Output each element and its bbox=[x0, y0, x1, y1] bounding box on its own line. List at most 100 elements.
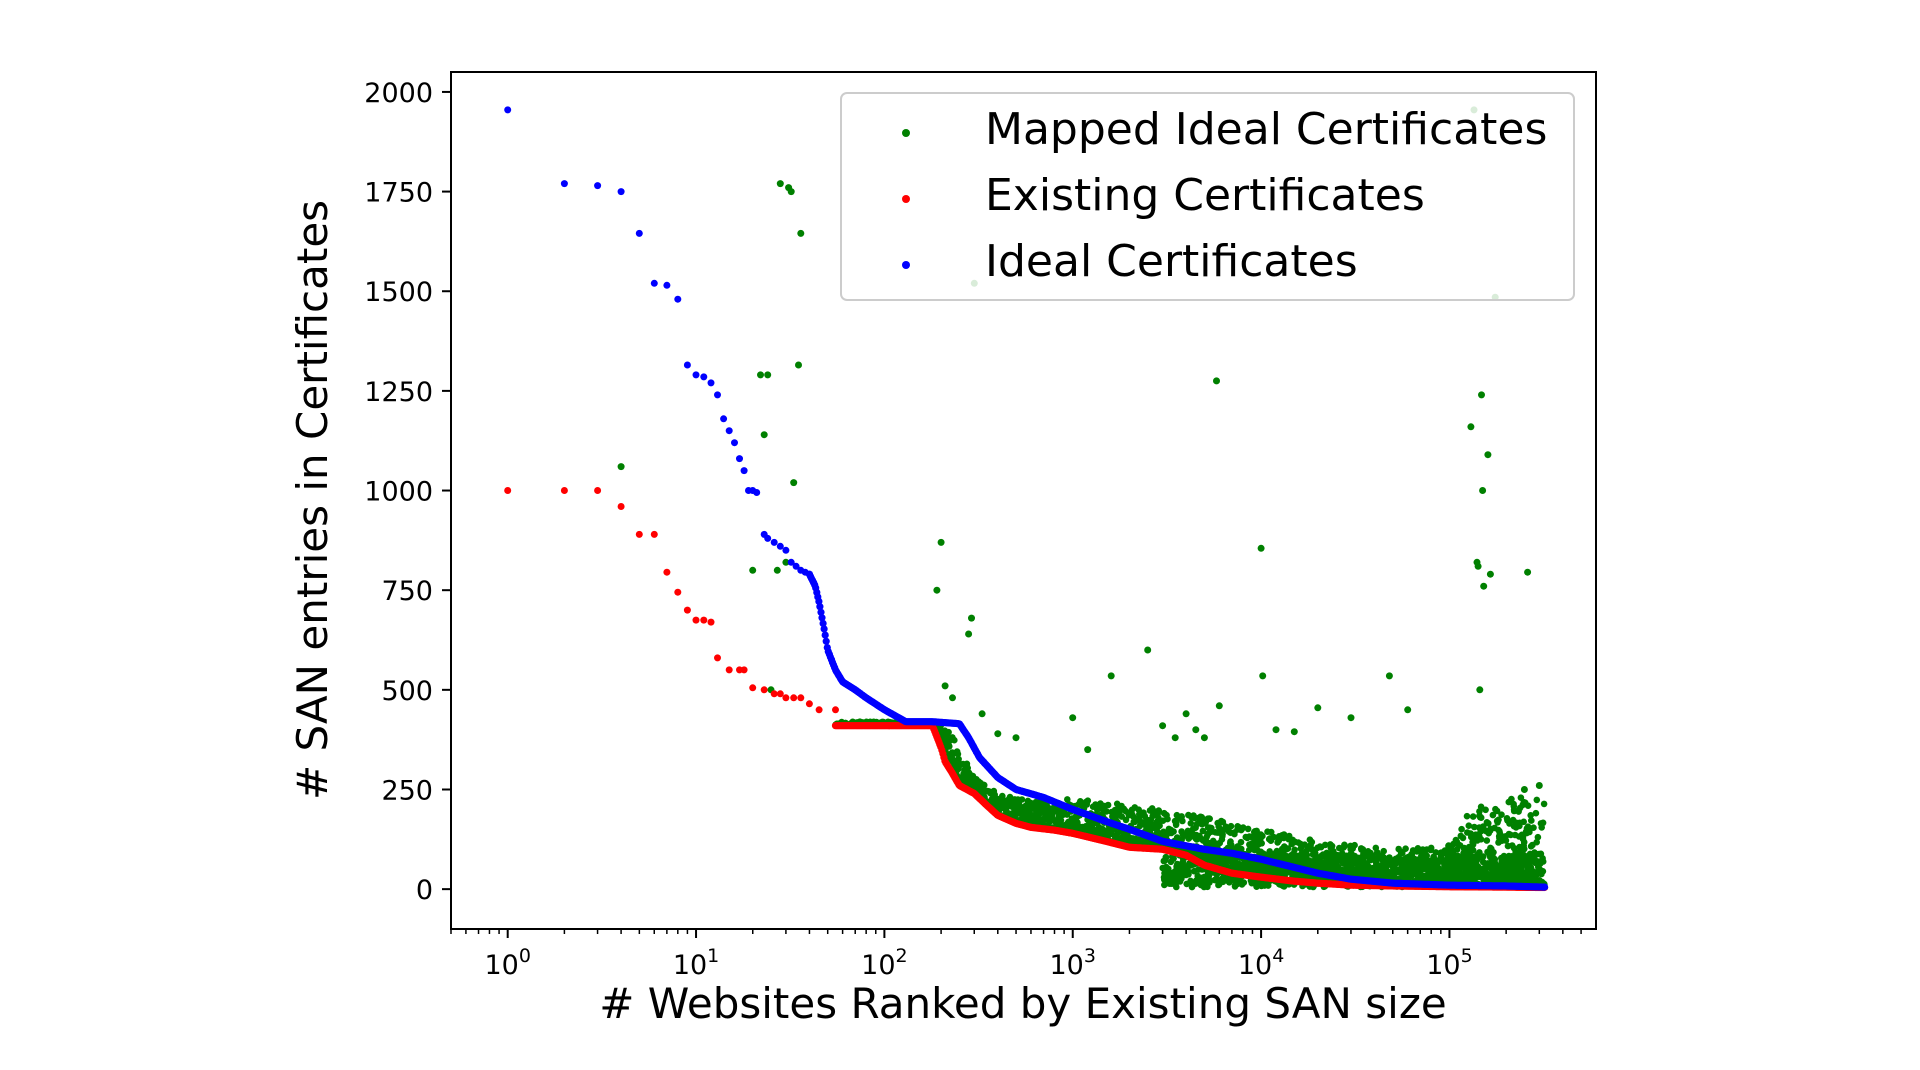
existing-point bbox=[692, 616, 700, 624]
ideal-point bbox=[725, 427, 733, 435]
mapped-ideal-point bbox=[1508, 842, 1516, 849]
mapped-ideal-point bbox=[1530, 824, 1537, 831]
mapped-ideal-point bbox=[1314, 704, 1322, 712]
mapped-ideal-point bbox=[1463, 846, 1470, 853]
mapped-ideal-point bbox=[1476, 824, 1483, 831]
mapped-ideal-point bbox=[1159, 722, 1167, 730]
mapped-ideal-point bbox=[1444, 853, 1452, 860]
mapped-ideal-point bbox=[1338, 866, 1346, 874]
mapped-ideal-point bbox=[945, 742, 953, 749]
mapped-ideal-point bbox=[1199, 827, 1207, 835]
mapped-ideal-point bbox=[1231, 882, 1239, 889]
existing-point bbox=[714, 654, 721, 662]
mapped-ideal-point bbox=[1526, 828, 1533, 836]
mapped-ideal-point bbox=[1467, 423, 1475, 431]
mapped-ideal-point bbox=[1051, 808, 1059, 815]
mapped-ideal-point bbox=[1427, 846, 1434, 854]
mapped-ideal-point bbox=[1519, 869, 1527, 877]
ideal-point bbox=[740, 467, 748, 475]
mapped-ideal-point bbox=[1165, 865, 1172, 873]
existing-point bbox=[725, 666, 733, 674]
mapped-ideal-point bbox=[1484, 828, 1491, 835]
mapped-ideal-point bbox=[1484, 451, 1492, 459]
mapped-ideal-point bbox=[1398, 849, 1406, 856]
mapped-ideal-point bbox=[1463, 812, 1471, 820]
mapped-ideal-point bbox=[1077, 801, 1085, 809]
existing-point bbox=[797, 694, 805, 702]
mapped-ideal-point bbox=[1457, 832, 1465, 840]
mapped-ideal-point bbox=[1508, 853, 1516, 860]
ideal-point bbox=[816, 603, 824, 611]
mapped-ideal-point bbox=[1206, 815, 1213, 823]
mapped-ideal-point bbox=[965, 776, 972, 784]
mapped-ideal-point bbox=[1380, 847, 1387, 855]
mapped-ideal-point bbox=[1430, 856, 1437, 863]
mapped-ideal-point bbox=[1454, 873, 1462, 881]
mapped-ideal-point bbox=[1386, 855, 1393, 862]
mapped-ideal-point bbox=[1008, 812, 1016, 819]
ideal-point bbox=[683, 361, 691, 369]
mapped-ideal-point bbox=[1206, 879, 1213, 886]
mapped-ideal-point bbox=[968, 614, 975, 622]
mapped-ideal-point bbox=[1089, 803, 1097, 810]
mapped-ideal-point bbox=[1373, 860, 1380, 868]
mapped-ideal-point bbox=[797, 229, 805, 237]
mapped-ideal-point bbox=[1346, 856, 1353, 864]
ideal-point bbox=[764, 534, 772, 542]
existing-point bbox=[650, 530, 658, 538]
ideal-point bbox=[635, 229, 643, 237]
mapped-ideal-point bbox=[790, 479, 798, 487]
existing-point bbox=[740, 666, 748, 674]
mapped-ideal-point bbox=[1455, 841, 1463, 849]
mapped-ideal-point bbox=[1478, 391, 1485, 399]
mapped-ideal-point bbox=[1185, 871, 1192, 878]
mapped-ideal-point bbox=[1480, 866, 1487, 874]
mapped-ideal-point bbox=[1167, 877, 1174, 885]
mapped-ideal-point bbox=[1040, 807, 1047, 815]
ideal-point bbox=[753, 489, 761, 496]
ideal-point bbox=[720, 415, 728, 423]
mapped-ideal-point bbox=[1032, 798, 1040, 806]
mapped-ideal-point bbox=[1223, 877, 1231, 884]
mapped-ideal-point bbox=[1360, 867, 1368, 875]
mapped-ideal-point bbox=[1176, 878, 1184, 885]
mapped-ideal-point bbox=[1213, 377, 1220, 385]
mapped-ideal-point bbox=[787, 188, 795, 196]
mapped-ideal-point bbox=[1517, 860, 1525, 867]
mapped-ideal-point bbox=[1063, 811, 1071, 818]
mapped-ideal-point bbox=[1151, 824, 1159, 832]
mapped-ideal-point bbox=[1122, 816, 1130, 824]
mapped-ideal-point bbox=[1257, 544, 1265, 552]
mapped-ideal-point bbox=[1173, 811, 1181, 819]
ideal-point bbox=[736, 455, 743, 463]
mapped-ideal-point bbox=[1278, 853, 1286, 861]
mapped-ideal-point bbox=[1203, 855, 1210, 862]
mapped-ideal-point bbox=[1540, 800, 1548, 808]
mapped-ideal-point bbox=[1267, 828, 1275, 836]
mapped-ideal-point bbox=[1479, 487, 1487, 494]
mapped-ideal-point bbox=[1469, 841, 1477, 848]
ideal-point bbox=[617, 188, 625, 196]
mapped-ideal-point bbox=[1299, 859, 1306, 867]
mapped-ideal-point bbox=[1499, 856, 1507, 863]
mapped-ideal-point bbox=[1525, 877, 1532, 884]
mapped-ideal-point bbox=[760, 431, 768, 439]
mapped-ideal-point bbox=[1489, 811, 1497, 819]
mapped-ideal-point bbox=[1498, 811, 1505, 818]
mapped-ideal-point bbox=[1409, 847, 1417, 854]
mapped-ideal-point bbox=[1006, 793, 1014, 801]
mapped-ideal-point bbox=[1073, 824, 1081, 831]
mapped-ideal-point bbox=[1404, 706, 1412, 714]
existing-point bbox=[776, 690, 784, 698]
mapped-ideal-point bbox=[1468, 853, 1475, 860]
mapped-ideal-point bbox=[965, 769, 973, 777]
mapped-ideal-point bbox=[1528, 817, 1535, 824]
mapped-ideal-point bbox=[773, 566, 781, 574]
mapped-ideal-point bbox=[1005, 802, 1013, 809]
mapped-ideal-point bbox=[1462, 856, 1469, 863]
mapped-ideal-point bbox=[1471, 835, 1478, 843]
mapped-ideal-point bbox=[1184, 827, 1192, 835]
ideal-point bbox=[560, 180, 568, 188]
existing-point bbox=[663, 568, 671, 576]
mapped-ideal-point bbox=[1318, 862, 1326, 870]
